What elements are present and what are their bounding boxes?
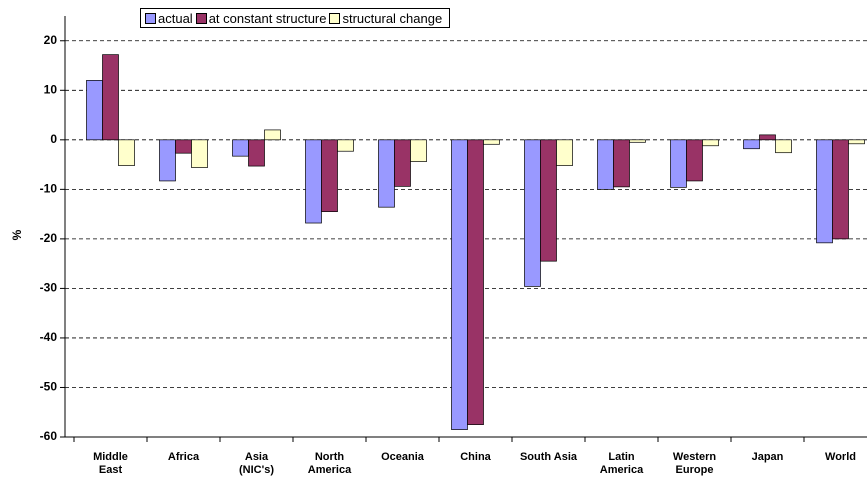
y-tick-label: -10 bbox=[40, 182, 58, 196]
bar bbox=[378, 139, 395, 208]
legend-item: structural change bbox=[329, 11, 442, 26]
bar bbox=[613, 139, 630, 188]
bar bbox=[305, 139, 322, 224]
bar bbox=[597, 139, 614, 190]
legend-item: at constant structure bbox=[195, 10, 327, 26]
x-tick-label: World bbox=[825, 451, 856, 463]
x-tick-label: Western Europe bbox=[672, 451, 717, 476]
y-tick-label: 20 bbox=[44, 33, 58, 47]
bar bbox=[337, 139, 354, 152]
bar bbox=[410, 139, 427, 162]
y-tick-label: -60 bbox=[40, 429, 58, 443]
y-tick-label: 0 bbox=[50, 132, 57, 146]
legend-label: actual bbox=[158, 10, 193, 26]
legend-swatch bbox=[329, 12, 341, 24]
bar bbox=[102, 54, 119, 141]
bar bbox=[816, 139, 833, 244]
bar bbox=[686, 139, 703, 182]
bar bbox=[629, 139, 646, 143]
legend: actual at constant structure structural ch… bbox=[140, 8, 451, 28]
y-tick-label: -40 bbox=[40, 330, 58, 344]
bar bbox=[175, 139, 192, 154]
bar bbox=[248, 139, 265, 167]
x-tick-label: Oceania bbox=[381, 451, 424, 463]
y-tick-label: 10 bbox=[44, 82, 58, 96]
bar bbox=[670, 139, 687, 188]
bar bbox=[118, 139, 135, 166]
legend-swatch bbox=[195, 12, 207, 24]
x-tick-label: Africa bbox=[167, 451, 200, 463]
bar bbox=[86, 80, 103, 141]
bar bbox=[321, 139, 338, 212]
x-tick-label: South Asia bbox=[519, 451, 578, 463]
bar bbox=[832, 139, 849, 240]
bar bbox=[759, 134, 776, 141]
bar bbox=[467, 139, 484, 425]
bar bbox=[451, 139, 468, 430]
legend-swatch bbox=[145, 12, 156, 24]
bar bbox=[264, 129, 281, 141]
y-tick-label: -50 bbox=[40, 380, 58, 394]
bar bbox=[775, 139, 792, 154]
x-tick-label: North America bbox=[307, 451, 352, 476]
x-tick-label: China bbox=[460, 451, 491, 463]
bar bbox=[524, 139, 541, 287]
legend-item: actual bbox=[145, 11, 193, 26]
x-tick-label: Asia (NIC's) bbox=[238, 451, 274, 476]
x-tick-label: Latin America bbox=[599, 451, 644, 476]
legend-label: at constant structure bbox=[208, 10, 327, 26]
y-axis-label: % bbox=[10, 229, 24, 240]
y-tick-label: -20 bbox=[40, 231, 58, 245]
y-tick-label: -30 bbox=[40, 281, 58, 295]
bar bbox=[556, 139, 573, 166]
legend-label: structural change bbox=[342, 10, 443, 26]
bar bbox=[232, 139, 249, 157]
bar bbox=[743, 139, 760, 150]
x-tick-label: Japan bbox=[751, 451, 784, 463]
bar bbox=[483, 139, 500, 145]
bar bbox=[159, 139, 176, 182]
bar bbox=[191, 139, 208, 168]
bar bbox=[848, 139, 865, 145]
bar bbox=[394, 139, 411, 187]
x-tick-label: Middle East bbox=[93, 451, 128, 476]
bar bbox=[540, 139, 557, 262]
bar bbox=[702, 139, 719, 147]
